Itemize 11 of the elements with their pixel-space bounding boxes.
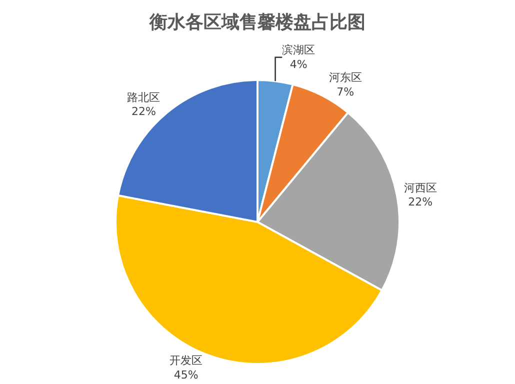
slice-label: 河西区 <box>404 181 437 194</box>
chart-title: 衡水各区域售馨楼盘占比图 <box>148 12 366 33</box>
data-label: 45% <box>174 368 198 382</box>
slice-label: 滨湖区 <box>282 44 316 57</box>
data-label: 22% <box>408 196 433 209</box>
data-label: 22% <box>131 105 156 118</box>
data-label: 4% <box>290 58 308 71</box>
slice-label: 路北区 <box>127 90 160 104</box>
slice-label: 河东区 <box>328 70 362 84</box>
data-label: 7% <box>336 85 354 98</box>
slice-label: 开发区 <box>170 354 203 368</box>
